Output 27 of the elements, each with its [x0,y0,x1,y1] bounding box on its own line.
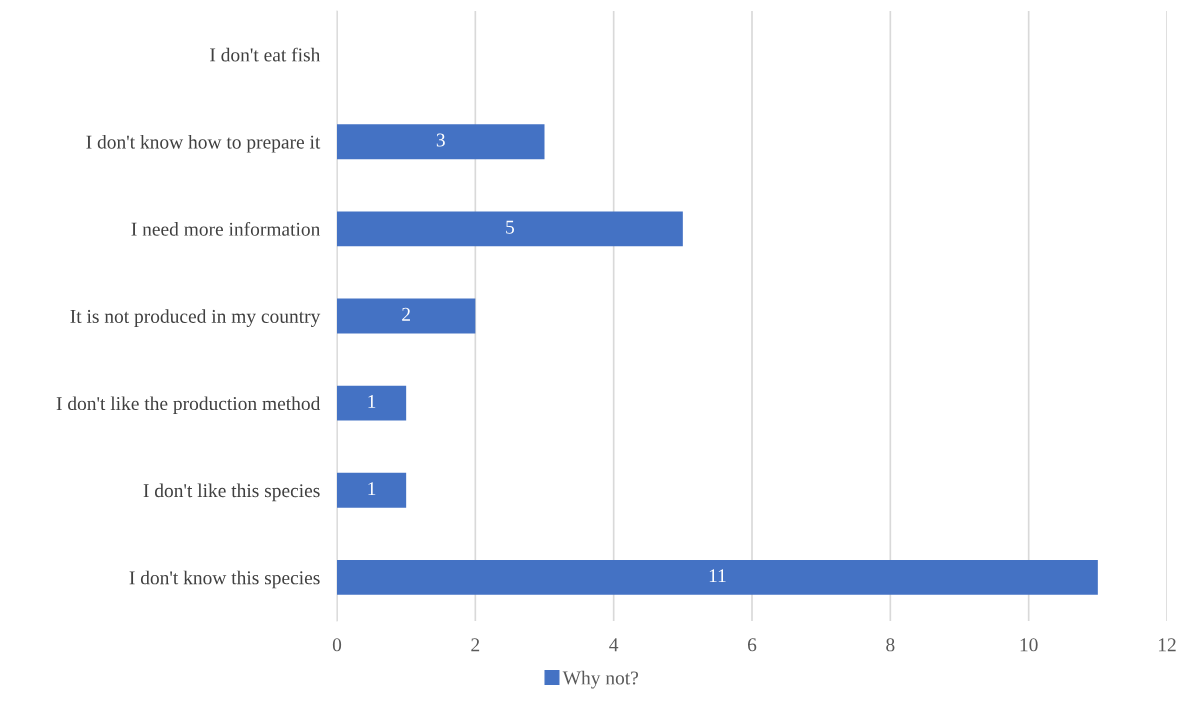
data-label: 1 [368,394,376,408]
bar [337,298,476,334]
data-label: 2 [402,307,410,321]
x-tick-label: 6 [747,638,757,652]
bar [337,472,407,508]
bar [337,560,1098,595]
y-tick-label: I don't know this species [129,570,320,589]
data-label: 1 [368,482,376,495]
legend-label: Why not? [562,670,639,689]
y-tick-label: It is not produced in my country [70,309,321,327]
y-tick-label: I don't know how to prepare it [86,134,321,153]
y-tick-label: I don't like the production method [56,396,321,415]
data-label: 3 [436,133,445,147]
bar [337,124,545,160]
bar [337,211,683,247]
x-tick-label: 0 [332,638,342,652]
x-tick-label: 2 [471,638,480,652]
data-label: 11 [709,569,726,583]
y-tick-label: I don't like this species [143,483,320,502]
y-tick-label: I need more information [131,221,321,236]
bar [337,385,407,421]
x-tick-label: 10 [1020,638,1038,652]
x-tick-label: 8 [886,638,895,652]
x-tick-label: 12 [1158,638,1176,652]
x-tick-label: 4 [609,638,619,652]
y-tick-label: I don't eat fish [210,47,321,62]
data-label: 5 [506,220,515,234]
